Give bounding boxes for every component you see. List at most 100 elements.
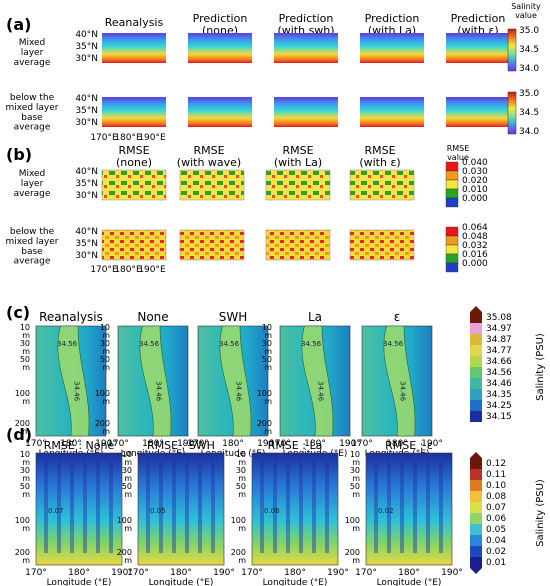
depth-tick-label: 100 m: [15, 389, 30, 406]
depth-tick-label: 200 m: [95, 419, 110, 436]
colorbar-tick-label: 0.05: [486, 525, 506, 535]
depth-tick-label: 200 m: [257, 419, 272, 436]
colorbar-tick-label: 0.020: [462, 176, 488, 186]
lon-tick-label: 190°: [441, 568, 463, 578]
depth-tick-label: 200 m: [117, 548, 132, 565]
colorbar-segment: [470, 502, 482, 513]
depth-tick-label: 100 m: [95, 389, 110, 406]
salinity-map: [446, 97, 510, 127]
lon-tick-label: 170°: [107, 439, 129, 449]
x-axis-label: Longitude (°E): [201, 449, 266, 459]
colorbar-segment: [470, 345, 482, 356]
colorbar-segment: [470, 458, 482, 469]
rmse-streak: [374, 461, 378, 553]
colorbar-segment: [470, 323, 482, 334]
colorbar-segment: [445, 253, 459, 264]
panel-d-label: (d): [6, 425, 32, 444]
colorbar-segment: [445, 170, 459, 181]
lat-tick-label: 30°N: [75, 54, 98, 64]
panel-c-label: (c): [6, 303, 30, 322]
salinity-map: [102, 97, 166, 127]
rmse-streak: [198, 461, 202, 553]
panel-c-title: SWH: [219, 310, 248, 324]
lat-tick-label: 40°N: [75, 94, 98, 104]
contour-label: 34.56: [383, 340, 404, 348]
rmse-section: [137, 452, 225, 566]
rmse-streak: [260, 461, 264, 553]
salinity-map: [360, 97, 424, 127]
colorbar-segment: [445, 244, 459, 255]
colorbar-tick-label: 0.000: [462, 194, 488, 204]
lon-tick-label: 170°E: [90, 265, 118, 275]
colorbar-tick-label: 35.0: [519, 89, 539, 99]
lon-tick-label: 180°: [142, 439, 164, 449]
lat-tick-label: 35°N: [75, 42, 98, 52]
rmse-streak: [146, 461, 150, 553]
lon-tick-label: 190°: [95, 439, 117, 449]
colorbar-tick-label: 0.06: [486, 514, 506, 524]
colorbar-segment: [445, 262, 459, 273]
colorbar-segment: [445, 179, 459, 190]
depth-tick-label: 10 m: [20, 323, 30, 340]
depth-tick-label: 10 m: [350, 450, 360, 467]
colorbar-segment: [470, 546, 482, 557]
contour-band: [301, 325, 334, 437]
x-axis-label: Longitude (°E): [377, 578, 442, 586]
lon-tick-label: 170°: [269, 439, 291, 449]
panel-c-title: None: [137, 310, 168, 324]
colorbar-tick-label: 0.032: [462, 241, 488, 251]
contour-label: 0.07: [48, 507, 64, 515]
colorbar-tick-label: 34.56: [486, 368, 512, 378]
rmse-streak: [109, 461, 113, 553]
salinity-map: [102, 33, 166, 63]
colorbar-segment: [445, 235, 459, 246]
colorbar-tick-label: 34.77: [486, 346, 512, 356]
depth-tick-label: 10 m: [20, 450, 30, 467]
colorbar-segment: [445, 197, 459, 208]
colorbar-tick-label: 34.46: [486, 379, 512, 389]
depth-tick-label: 30 m: [262, 339, 272, 356]
colorbar-segment: [470, 491, 482, 502]
panel-c-title: Reanalysis: [39, 310, 103, 324]
colorbar-tick-label: 34.15: [486, 412, 512, 422]
salinity-map: [274, 33, 338, 63]
lon-tick-label: 170°: [25, 568, 47, 578]
colorbar-segment: [470, 411, 482, 422]
colorbar-arrow-top: [470, 306, 482, 312]
panel-d-title: RMSE : SWH: [147, 439, 215, 452]
colorbar-tick-label: 0.10: [486, 481, 506, 491]
colorbar-tick-label: 0.11: [486, 470, 506, 480]
lat-tick-label: 35°N: [75, 179, 98, 189]
panel-b-column-title: RMSE (with ε): [359, 144, 400, 169]
lon-tick-label: 190°E: [138, 133, 166, 143]
contour-band: [219, 325, 252, 437]
lon-tick-label: 190°: [213, 568, 235, 578]
contour-label: 0.06: [264, 507, 280, 515]
colorbar-tick-label: 34.0: [519, 127, 539, 137]
colorbar-segment: [470, 513, 482, 524]
colorbar-segment: [470, 334, 482, 345]
contour-label: 34.56: [301, 340, 322, 348]
lon-tick-label: 170°E: [90, 133, 118, 143]
rmse-map: [101, 229, 167, 261]
lat-tick-label: 30°N: [75, 191, 98, 201]
panel-d-title: RMSE : None: [44, 439, 115, 452]
panel-b-column-title: RMSE (with wave): [177, 144, 241, 169]
depth-tick-label: 30 m: [20, 466, 30, 483]
rmse-streak: [426, 461, 430, 553]
colorbar-tick-label: 0.030: [462, 167, 488, 177]
depth-tick-label: 30 m: [122, 466, 132, 483]
lat-tick-label: 30°N: [75, 251, 98, 261]
colorbar-segment: [470, 557, 482, 568]
depth-tick-label: 50 m: [236, 482, 246, 499]
lon-tick-label: 190°: [111, 568, 133, 578]
colorbar-tick-label: 35.08: [486, 313, 512, 323]
colorbar-tick-label: 0.064: [462, 223, 488, 233]
rmse-streak: [83, 461, 87, 553]
depth-tick-label: 50 m: [262, 355, 272, 372]
rmse-streak: [211, 461, 215, 553]
x-axis-label: Longitude (°E): [149, 578, 214, 586]
lon-tick-label: 170°: [187, 439, 209, 449]
colorbar-tick-label: 34.66: [486, 357, 512, 367]
colorbar: [507, 28, 517, 72]
